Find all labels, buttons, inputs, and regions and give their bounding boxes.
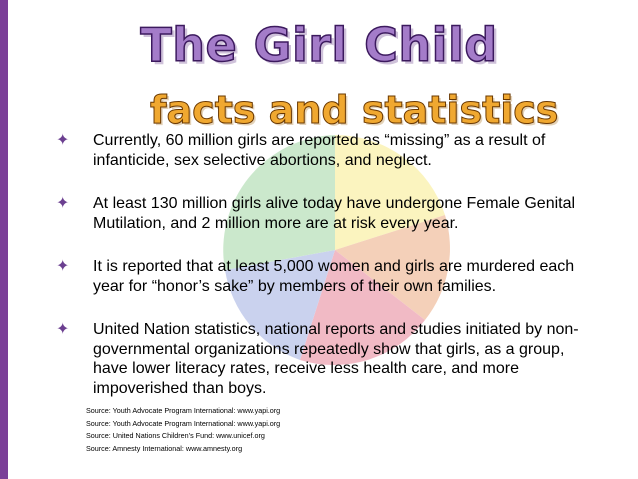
source-line: Source: Youth Advocate Program Internati…	[86, 406, 281, 415]
source-list: Source: Youth Advocate Program Internati…	[86, 405, 280, 455]
source-line: Source: United Nations Children’s Fund: …	[86, 431, 265, 440]
bullet-item: It is reported that at least 5,000 women…	[56, 257, 586, 296]
source-line: Source: Amnesty International: www.amnes…	[86, 443, 243, 453]
side-bar	[0, 0, 8, 479]
title: The Girl Child	[140, 17, 498, 73]
bullet-item: United Nation statistics, national repor…	[56, 320, 586, 398]
bullet-list: Currently, 60 million girls are reported…	[56, 131, 586, 422]
subtitle: facts and statistics	[149, 88, 559, 133]
source-line: Source: Youth Advocate Program Internati…	[86, 418, 281, 428]
bullet-item: At least 130 million girls alive today h…	[56, 194, 586, 233]
bullet-item: Currently, 60 million girls are reported…	[56, 131, 586, 170]
